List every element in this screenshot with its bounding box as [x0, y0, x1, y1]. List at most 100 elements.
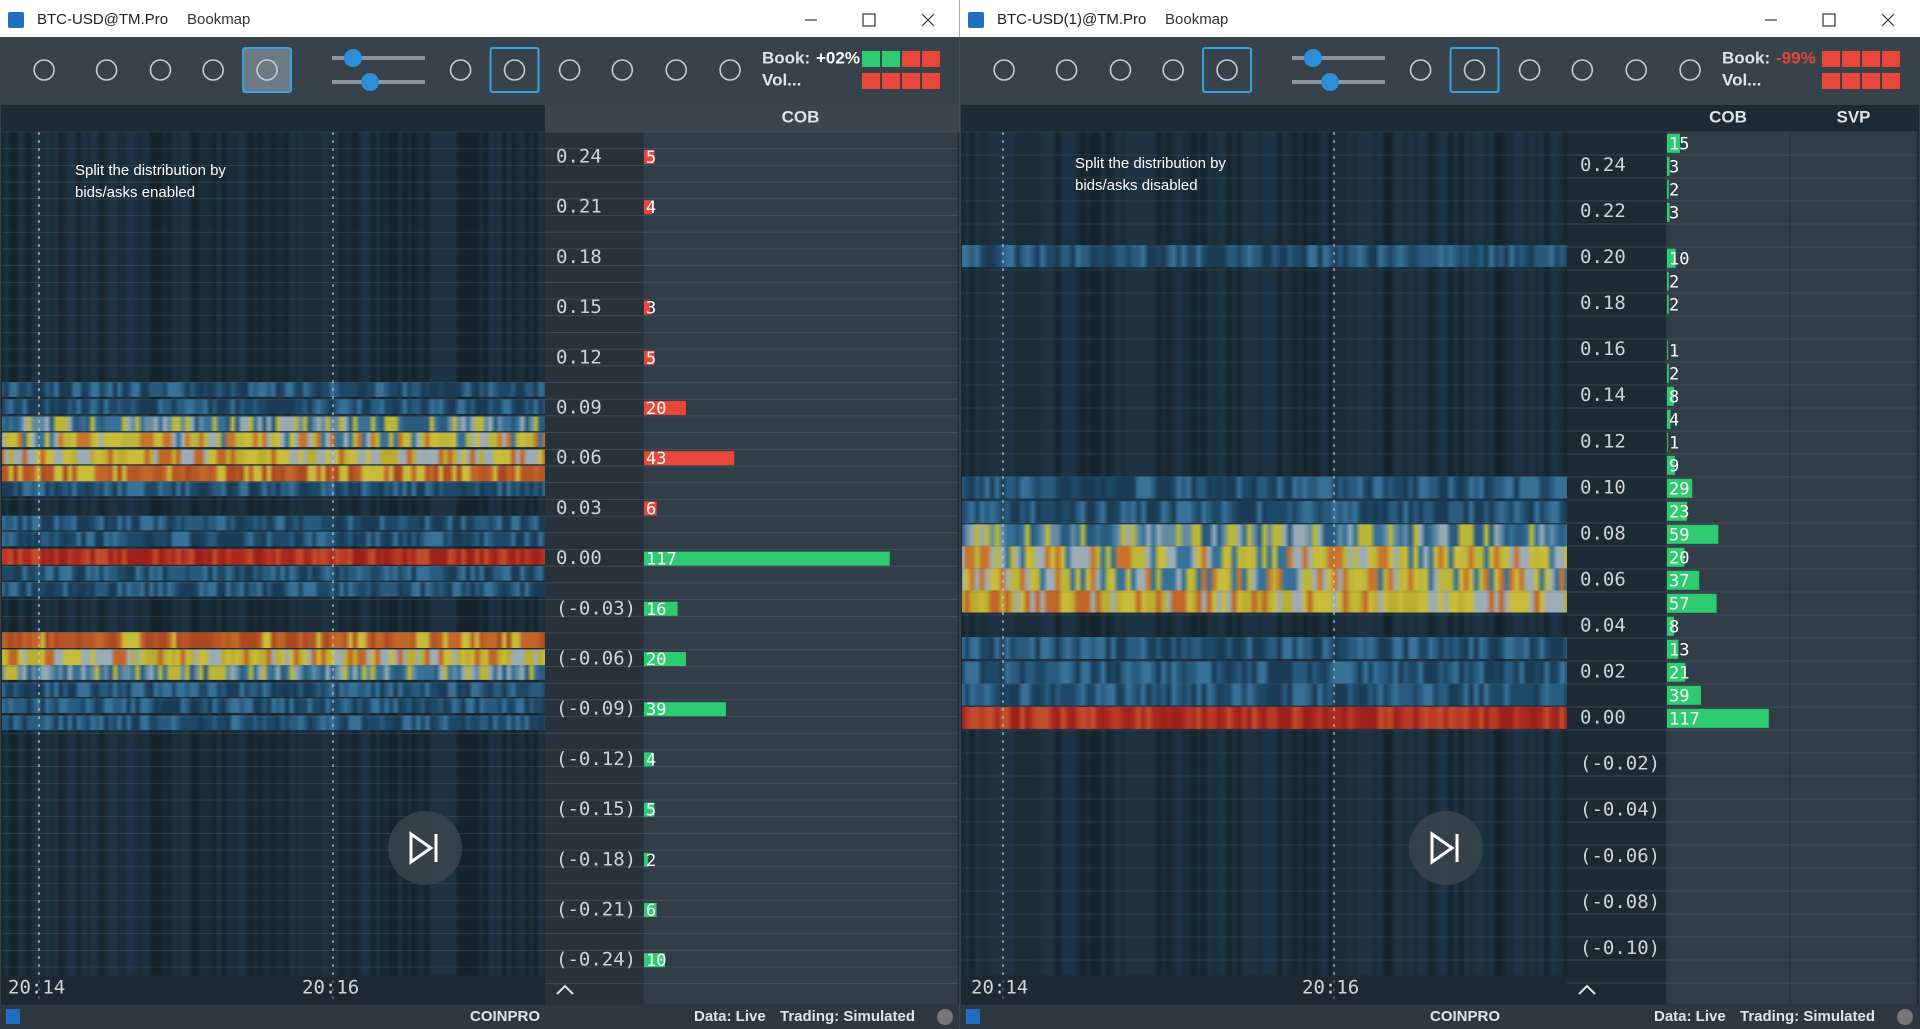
cob-label: 39 — [1669, 686, 1689, 706]
tool-icon[interactable] — [503, 59, 526, 81]
cob-bar — [1667, 340, 1668, 360]
cob-label: 4 — [1669, 410, 1679, 430]
price-column — [545, 132, 643, 1005]
collapse-arrow[interactable] — [556, 984, 574, 995]
heatmap-band — [2, 515, 545, 531]
cob-bar — [1667, 547, 1685, 567]
column-header: COB — [1709, 107, 1747, 126]
slider-knob[interactable] — [344, 49, 362, 67]
tool-icon[interactable] — [149, 59, 172, 81]
collapse-arrow[interactable] — [1578, 984, 1596, 995]
cob-bar — [1667, 202, 1670, 222]
book-indicator — [1882, 51, 1900, 67]
price-label: 0.12 — [1580, 430, 1626, 452]
info-icon[interactable] — [966, 1009, 980, 1024]
tool-icon[interactable] — [1216, 59, 1238, 81]
column-header: COB — [782, 107, 820, 126]
cob-bar — [644, 401, 686, 415]
slider-knob[interactable] — [1321, 73, 1339, 91]
price-label: 0.08 — [1580, 522, 1626, 544]
heatmap-band — [2, 565, 545, 581]
cob-column — [1789, 131, 1918, 1006]
tool-icon[interactable] — [449, 59, 472, 81]
cob-label: 2 — [1669, 272, 1679, 292]
tool-icon[interactable] — [1055, 59, 1078, 81]
tool-icon[interactable] — [719, 59, 741, 81]
cob-bar — [1667, 662, 1686, 682]
vol-indicator — [922, 73, 940, 89]
book-indicator — [1862, 51, 1880, 67]
cob-label: 20 — [646, 399, 666, 419]
close-button[interactable] — [921, 13, 935, 27]
cob-bar — [644, 601, 678, 616]
cob-bar — [1667, 501, 1688, 521]
toolbar — [0, 37, 960, 105]
price-label: 0.09 — [556, 397, 602, 419]
cob-label: 117 — [646, 550, 677, 570]
vol-indicator — [882, 73, 900, 89]
time-label: 20:14 — [8, 977, 65, 999]
cob-bar — [644, 953, 665, 968]
tool-icon[interactable] — [1625, 59, 1647, 81]
cob-label: 13 — [1669, 640, 1689, 660]
price-label: 0.10 — [1580, 476, 1626, 498]
cob-bar — [1667, 593, 1717, 613]
cob-bar — [644, 150, 655, 164]
active-tool[interactable] — [1449, 47, 1500, 93]
replay-button[interactable] — [388, 811, 462, 885]
cob-label: 1 — [1669, 341, 1679, 361]
cob-label: 3 — [1669, 203, 1679, 223]
info-icon[interactable] — [6, 1009, 20, 1024]
replay-button[interactable] — [1409, 811, 1483, 885]
maximize-button[interactable] — [862, 13, 876, 27]
heatmap-band — [2, 531, 545, 547]
heatmap-band — [2, 649, 545, 666]
price-label: (-0.03) — [556, 597, 636, 619]
replay-icon — [409, 831, 438, 865]
active-tool[interactable] — [242, 47, 293, 93]
cob-bar — [644, 652, 686, 666]
active-tool[interactable] — [489, 47, 540, 93]
tool-icon[interactable] — [1518, 59, 1541, 81]
tool-icon[interactable] — [1409, 59, 1432, 81]
time-axis — [2, 975, 545, 1005]
cob-label: 2 — [1669, 295, 1679, 315]
slider-knob[interactable] — [361, 73, 379, 91]
tool-icon[interactable] — [1571, 59, 1594, 81]
cob-bar — [1667, 363, 1669, 383]
heatmap-band — [2, 715, 545, 731]
tool-icon[interactable] — [993, 59, 1015, 81]
cob-label: 5 — [646, 349, 656, 369]
tool-icon[interactable] — [1679, 59, 1701, 81]
tool-icon[interactable] — [256, 59, 278, 81]
cob-label: 15 — [1669, 134, 1689, 154]
tool-icon[interactable] — [665, 59, 688, 81]
tool-icon[interactable] — [95, 59, 118, 81]
tool-icon[interactable] — [1463, 59, 1486, 81]
maximize-button[interactable] — [1822, 13, 1836, 27]
tool-icon[interactable] — [33, 59, 55, 81]
tool-icon[interactable] — [202, 59, 224, 81]
price-label: (-0.06) — [556, 648, 636, 670]
heatmap-band — [962, 501, 1567, 524]
cob-bar — [1667, 179, 1669, 199]
heatmap-band — [2, 581, 545, 597]
cob-label: 4 — [646, 198, 656, 218]
book-indicator — [922, 51, 940, 67]
close-button[interactable] — [1881, 13, 1895, 27]
tool-icon[interactable] — [558, 59, 581, 81]
price-label: (-0.04) — [1580, 799, 1660, 821]
tool-icon[interactable] — [1109, 59, 1132, 81]
cob-label: 20 — [646, 650, 666, 670]
slider-knob[interactable] — [1304, 49, 1322, 67]
tool-icon[interactable] — [611, 59, 634, 81]
active-tool[interactable] — [1202, 47, 1253, 93]
cob-label: 10 — [1669, 249, 1689, 269]
heatmap-band — [962, 546, 1567, 569]
vol-label: Vol... — [1722, 70, 1761, 89]
time-axis — [962, 975, 1567, 1005]
tool-icon[interactable] — [1162, 59, 1184, 81]
vol-indicator — [1822, 73, 1840, 89]
